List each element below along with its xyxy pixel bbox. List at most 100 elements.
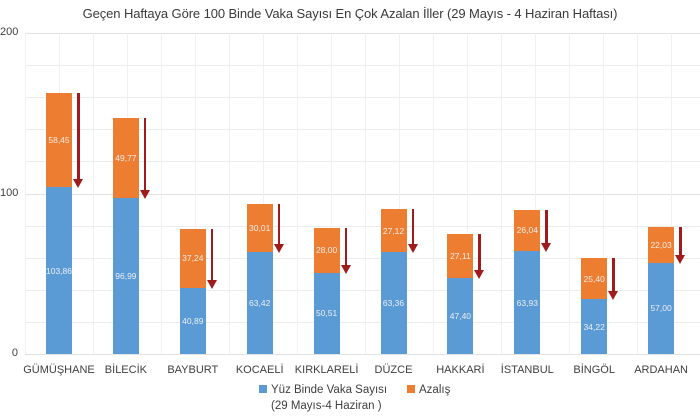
data-label: 27,11 bbox=[450, 251, 471, 262]
data-label: 37,24 bbox=[182, 253, 204, 264]
bar-segment-vaka: 96,99 bbox=[112, 198, 139, 354]
x-tick-label: ARDAHAN bbox=[634, 364, 688, 376]
gridline-v bbox=[25, 33, 26, 354]
bar-segment-vaka: 103,86 bbox=[46, 187, 72, 354]
bar-5: 27,12 63,36 bbox=[380, 208, 407, 354]
data-label: 30,01 bbox=[249, 223, 271, 234]
data-label: 63,42 bbox=[249, 298, 271, 309]
legend-swatch-orange bbox=[407, 385, 415, 393]
bar-7: 26,04 63,93 bbox=[514, 209, 541, 354]
plot-area: 58,45 103,86 49,77 96,99 37,24 40,89 30,01 63,4… bbox=[25, 33, 700, 355]
bar-segment-azalis: 27,12 bbox=[380, 208, 407, 253]
bar-segment-azalis: 27,11 bbox=[447, 234, 474, 278]
gridline-v bbox=[671, 33, 672, 354]
down-arrow-icon bbox=[541, 209, 552, 253]
bar-segment-vaka: 34,22 bbox=[581, 299, 608, 354]
chart-title: Geçen Haftaya Göre 100 Binde Vaka Sayısı… bbox=[82, 6, 618, 21]
gridline-v bbox=[331, 33, 332, 354]
bar-segment-azalis: 37,24 bbox=[179, 228, 206, 289]
gridline-v bbox=[433, 33, 434, 354]
down-arrow-icon bbox=[608, 258, 619, 301]
gridline-h bbox=[25, 97, 700, 99]
gridline-v bbox=[467, 33, 468, 354]
data-label: 40,89 bbox=[182, 316, 204, 327]
gridline-v bbox=[501, 33, 502, 354]
bar-4: 28,00 50,51 bbox=[313, 227, 340, 354]
gridline-h bbox=[25, 225, 700, 227]
down-arrow-icon bbox=[273, 204, 284, 254]
bar-2: 37,24 40,89 bbox=[179, 228, 206, 354]
data-label: 57,00 bbox=[650, 303, 672, 314]
gridline-v bbox=[93, 33, 94, 354]
gridline-v bbox=[229, 33, 230, 354]
data-label: 49,77 bbox=[115, 153, 137, 164]
bar-segment-vaka: 63,36 bbox=[380, 252, 407, 354]
bar-segment-vaka: 63,42 bbox=[246, 252, 273, 354]
data-label: 50,51 bbox=[315, 308, 338, 319]
gridline-v bbox=[399, 33, 400, 354]
gridline-h bbox=[25, 354, 700, 355]
bar-segment-vaka: 50,51 bbox=[313, 272, 340, 354]
gridline-h bbox=[25, 65, 700, 67]
x-tick-label: BİLECİK bbox=[104, 364, 147, 376]
bar-segment-azalis: 26,04 bbox=[514, 209, 541, 252]
bar-segment-azalis: 30,01 bbox=[246, 204, 273, 253]
legend-item-vaka: Yüz Binde Vaka Sayısı bbox=[259, 384, 387, 396]
data-label: 27,12 bbox=[382, 225, 405, 236]
down-arrow-icon bbox=[139, 118, 150, 200]
data-label: 96,99 bbox=[115, 271, 137, 282]
data-label: 34,22 bbox=[583, 321, 605, 332]
x-tick-label: DÜZCE bbox=[374, 364, 413, 376]
bar-0: 58,45 103,86 bbox=[46, 93, 72, 354]
data-label: 28,00 bbox=[315, 245, 338, 256]
legend-item-vaka-line2: (29 Mayıs-4 Haziran ) bbox=[271, 400, 382, 412]
bar-segment-azalis: 22,03 bbox=[648, 227, 675, 263]
data-label: 22,03 bbox=[650, 239, 672, 250]
down-arrow-icon bbox=[340, 227, 351, 274]
x-tick-label: BAYBURT bbox=[167, 364, 219, 376]
x-tick-label: KOCAELİ bbox=[235, 364, 284, 376]
down-arrow-icon bbox=[474, 234, 485, 279]
gridline-v bbox=[569, 33, 570, 354]
bar-segment-vaka: 57,00 bbox=[648, 262, 675, 354]
y-tick-label: 200 bbox=[0, 26, 19, 38]
x-tick-label: İSTANBUL bbox=[500, 364, 554, 376]
legend-item-azalis: Azalış bbox=[407, 384, 450, 396]
data-label: 26,04 bbox=[516, 225, 538, 236]
bar-segment-vaka: 47,40 bbox=[447, 277, 474, 354]
down-arrow-icon bbox=[675, 227, 686, 264]
data-label: 103,86 bbox=[46, 265, 72, 276]
gridline-h bbox=[25, 129, 700, 131]
gridline-v bbox=[603, 33, 604, 354]
gridline-v bbox=[535, 33, 536, 354]
data-label: 63,93 bbox=[516, 297, 538, 308]
bar-segment-azalis: 25,40 bbox=[581, 258, 608, 300]
gridline-h bbox=[25, 33, 700, 34]
x-tick-label: HAKKARİ bbox=[436, 364, 485, 376]
bar-1: 49,77 96,99 bbox=[112, 118, 139, 354]
bar-segment-vaka: 63,93 bbox=[514, 251, 541, 354]
x-tick-label: KIRKLARELİ bbox=[294, 364, 359, 376]
gridline-h bbox=[25, 257, 700, 259]
x-tick-label: BİNGÖL bbox=[573, 364, 615, 376]
bar-8: 25,40 34,22 bbox=[581, 258, 608, 354]
legend-swatch-blue bbox=[259, 385, 267, 393]
legend-label-vaka-dates: (29 Mayıs-4 Haziran ) bbox=[271, 400, 382, 412]
bar-3: 30,01 63,42 bbox=[246, 204, 273, 354]
gridline-h bbox=[25, 161, 700, 163]
down-arrow-icon bbox=[206, 228, 217, 290]
legend-label-azalis: Azalış bbox=[419, 384, 451, 396]
bar-9: 22,03 57,00 bbox=[648, 227, 675, 354]
x-tick-label: GÜMÜŞHANE bbox=[23, 364, 95, 376]
bar-6: 27,11 47,40 bbox=[447, 234, 474, 354]
gridline-v bbox=[161, 33, 162, 354]
legend-label-vaka: Yüz Binde Vaka Sayısı bbox=[271, 384, 388, 396]
down-arrow-icon bbox=[407, 208, 418, 254]
bar-segment-vaka: 40,89 bbox=[179, 288, 206, 354]
gridline-h bbox=[25, 289, 700, 291]
data-label: 63,36 bbox=[382, 298, 405, 309]
gridline-v bbox=[297, 33, 298, 354]
bar-segment-azalis: 58,45 bbox=[46, 93, 72, 188]
gridline-h bbox=[25, 321, 700, 323]
data-label: 47,40 bbox=[449, 310, 472, 321]
